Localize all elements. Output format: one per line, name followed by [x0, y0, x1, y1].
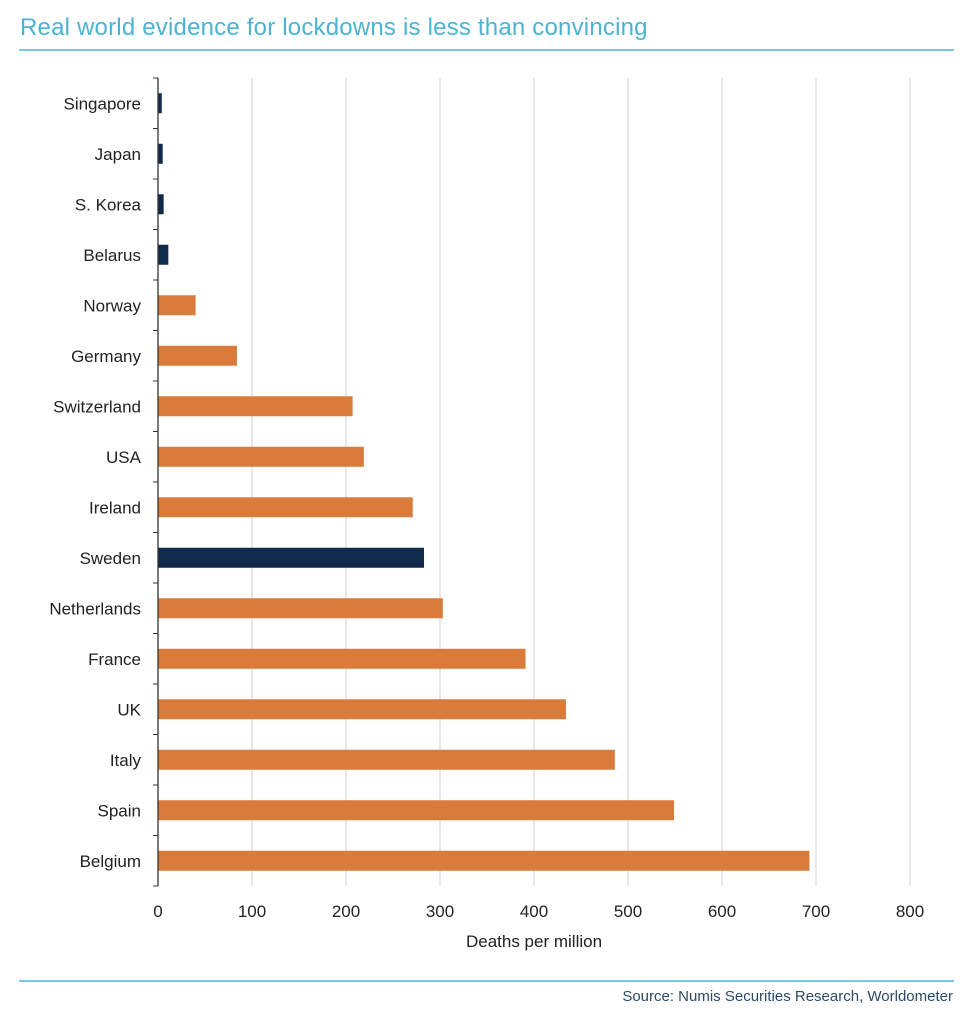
chart-title: Real world evidence for lockdowns is les… [20, 14, 648, 41]
category-label: Belarus [83, 246, 141, 265]
category-label: Norway [83, 296, 141, 315]
x-tick-label: 800 [896, 902, 924, 921]
x-tick-label: 0 [153, 902, 162, 921]
bar-sweden [158, 547, 425, 568]
x-tick-label: 700 [802, 902, 830, 921]
bars [158, 93, 810, 871]
bar-japan [158, 143, 163, 164]
bar-chart: Singapore Japan S. Korea Belarus Norway Germa… [49, 77, 924, 951]
bar-s-korea [158, 194, 164, 215]
title-divider [19, 49, 954, 51]
bar-belarus [158, 244, 169, 265]
category-label: Spain [98, 801, 141, 820]
bar-france [158, 648, 526, 669]
category-labels: Singapore Japan S. Korea Belarus Norway Germa… [49, 94, 141, 871]
bar-spain [158, 800, 675, 821]
x-tick-label: 600 [708, 902, 736, 921]
category-label: UK [117, 700, 141, 719]
axes [153, 77, 159, 887]
category-label: Ireland [89, 498, 141, 517]
x-tick-labels: 0 100 200 300 400 500 600 700 800 [153, 902, 924, 921]
category-label: S. Korea [75, 195, 142, 214]
x-tick-label: 300 [426, 902, 454, 921]
category-label: Switzerland [53, 397, 141, 416]
category-label: Belgium [80, 852, 141, 871]
source-note: Source: Numis Securities Research, World… [622, 988, 953, 1005]
bar-usa [158, 446, 364, 467]
bar-germany [158, 345, 237, 366]
bar-italy [158, 749, 615, 770]
x-tick-label: 200 [332, 902, 360, 921]
bar-singapore [158, 93, 162, 114]
category-label: Italy [110, 751, 142, 770]
bar-norway [158, 295, 196, 316]
category-label: Netherlands [49, 599, 141, 618]
category-label: Sweden [80, 549, 141, 568]
category-label: USA [106, 448, 142, 467]
category-label: Germany [71, 347, 141, 366]
category-label: France [88, 650, 141, 669]
x-tick-label: 400 [520, 902, 548, 921]
footer-divider [19, 980, 954, 982]
category-label: Singapore [63, 94, 141, 113]
category-label: Japan [95, 145, 141, 164]
bar-uk [158, 699, 566, 720]
x-axis-title: Deaths per million [466, 932, 602, 951]
x-tick-label: 500 [614, 902, 642, 921]
bar-belgium [158, 850, 810, 871]
x-tick-label: 100 [238, 902, 266, 921]
bar-netherlands [158, 598, 443, 619]
bar-switzerland [158, 396, 353, 417]
bar-ireland [158, 497, 413, 518]
